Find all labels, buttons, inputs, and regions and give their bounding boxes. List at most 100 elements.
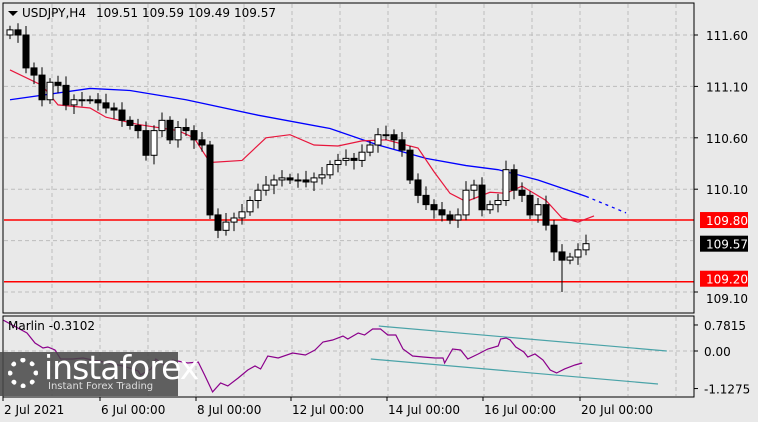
price-tick-label: 111.10 xyxy=(706,80,748,94)
candle-bear xyxy=(166,119,174,141)
candle-bull xyxy=(494,200,502,206)
price-tick-label: 110.60 xyxy=(706,132,748,146)
watermark-brand: instaforex xyxy=(44,348,199,387)
time-tick-label: 16 Jul 00:00 xyxy=(484,403,556,417)
indicator-tick-label: 0.00 xyxy=(704,345,731,359)
candle-bear xyxy=(182,127,190,132)
price-tag-label-level_high: 109.80 xyxy=(706,214,748,228)
gear-logo-icon xyxy=(8,358,38,388)
candle-bear xyxy=(446,214,454,221)
candle-bear xyxy=(134,124,142,132)
candle-bear xyxy=(478,184,486,211)
candle-bear xyxy=(38,74,46,101)
candle-bear xyxy=(198,139,206,146)
channel-lower-line xyxy=(370,358,659,385)
grid xyxy=(4,4,693,396)
candle-bear xyxy=(94,99,102,104)
candle-bear xyxy=(126,119,134,126)
candle-bull xyxy=(470,184,478,191)
price-tick-label: 111.60 xyxy=(706,29,748,43)
candle-bear xyxy=(110,107,118,111)
candle-bear xyxy=(438,209,446,216)
candle-bear xyxy=(22,34,30,69)
channel-upper-line xyxy=(378,325,667,352)
price-tag-label-current: 109.57 xyxy=(706,238,748,252)
price-tag-current xyxy=(700,235,748,252)
candle-bear xyxy=(14,29,22,36)
candle-bull xyxy=(262,184,270,191)
horizontal-levels xyxy=(4,219,694,283)
candle-bull xyxy=(502,169,510,202)
candle-bear xyxy=(422,194,430,206)
indicator-tick-label: 0.7815 xyxy=(704,319,746,333)
candle-bear xyxy=(510,169,518,191)
candle-bear xyxy=(206,144,214,216)
candle-bear xyxy=(350,157,358,161)
candle-bear xyxy=(406,149,414,181)
main-panel-border xyxy=(2,2,695,314)
axes: 111.60 111.10 110.60 110.10 109.10 109.57 109.… xyxy=(2,29,750,417)
candle-bull xyxy=(294,179,302,182)
candle-bear xyxy=(398,139,406,151)
candle-bull xyxy=(358,151,366,161)
candle-bear xyxy=(558,251,566,261)
time-tick-label: 14 Jul 00:00 xyxy=(388,403,460,417)
candle-bear xyxy=(30,67,38,76)
candle-bull xyxy=(230,217,238,223)
candle-bull xyxy=(222,221,230,231)
candle-bull xyxy=(582,243,590,251)
candle-bear xyxy=(390,134,398,141)
candle-bull xyxy=(342,157,350,161)
candle-bear xyxy=(302,179,310,183)
time-tick-label: 8 Jul 00:00 xyxy=(197,403,261,417)
price-tag-label-level_low: 109.20 xyxy=(706,273,748,287)
candle-bull xyxy=(238,211,246,219)
time-tick-label: 20 Jul 00:00 xyxy=(581,403,653,417)
indicator-label: Marlin -0.3102 xyxy=(8,319,95,333)
candle-bull xyxy=(270,179,278,186)
candle-bear xyxy=(550,224,558,253)
candle-bull xyxy=(566,256,574,261)
candle-bear xyxy=(286,177,294,181)
candle-bear xyxy=(190,130,198,141)
candle-bear xyxy=(542,204,550,226)
time-tick-label: 2 Jul 2021 xyxy=(4,403,64,417)
candle-bull xyxy=(86,99,94,102)
candle-bull xyxy=(574,249,582,258)
candle-bull xyxy=(318,174,326,179)
candle-bear xyxy=(118,109,126,121)
time-tick-label: 6 Jul 00:00 xyxy=(101,403,165,417)
moving-averages xyxy=(9,69,627,223)
price-tag-level_low xyxy=(700,270,748,287)
candle-bull xyxy=(454,214,462,221)
time-tick-label: 12 Jul 00:00 xyxy=(292,403,364,417)
indicator-tick-label: -1.1275 xyxy=(704,383,750,397)
candle-bull xyxy=(326,164,334,176)
candle-bull xyxy=(46,81,54,101)
candle-bear xyxy=(414,179,422,196)
candle-bull xyxy=(310,177,318,183)
candle-bull xyxy=(246,200,254,213)
candle-bear xyxy=(430,204,438,211)
candle-bull xyxy=(374,134,382,146)
candle-bull xyxy=(158,119,166,132)
candle-bear xyxy=(526,194,534,216)
candle-bear xyxy=(54,81,62,86)
dropdown-triangle-icon[interactable] xyxy=(8,11,18,16)
candle-bull xyxy=(70,99,78,106)
candle-bull xyxy=(334,159,342,166)
candle-bull xyxy=(486,204,494,211)
slow-ma-projection xyxy=(585,195,627,214)
candle-bear xyxy=(518,189,526,196)
price-tick-label: 109.10 xyxy=(706,292,748,306)
watermark-logo: instaforex Instant Forex Trading xyxy=(0,348,199,396)
watermark-tagline: Instant Forex Trading xyxy=(48,381,154,392)
candle-bull xyxy=(78,99,86,102)
candle-bull xyxy=(382,134,390,137)
candles xyxy=(6,23,590,292)
candle-bull xyxy=(150,130,158,156)
candle-bear xyxy=(62,84,70,106)
candle-bear xyxy=(142,130,150,156)
price-tag-level_high xyxy=(700,212,748,229)
